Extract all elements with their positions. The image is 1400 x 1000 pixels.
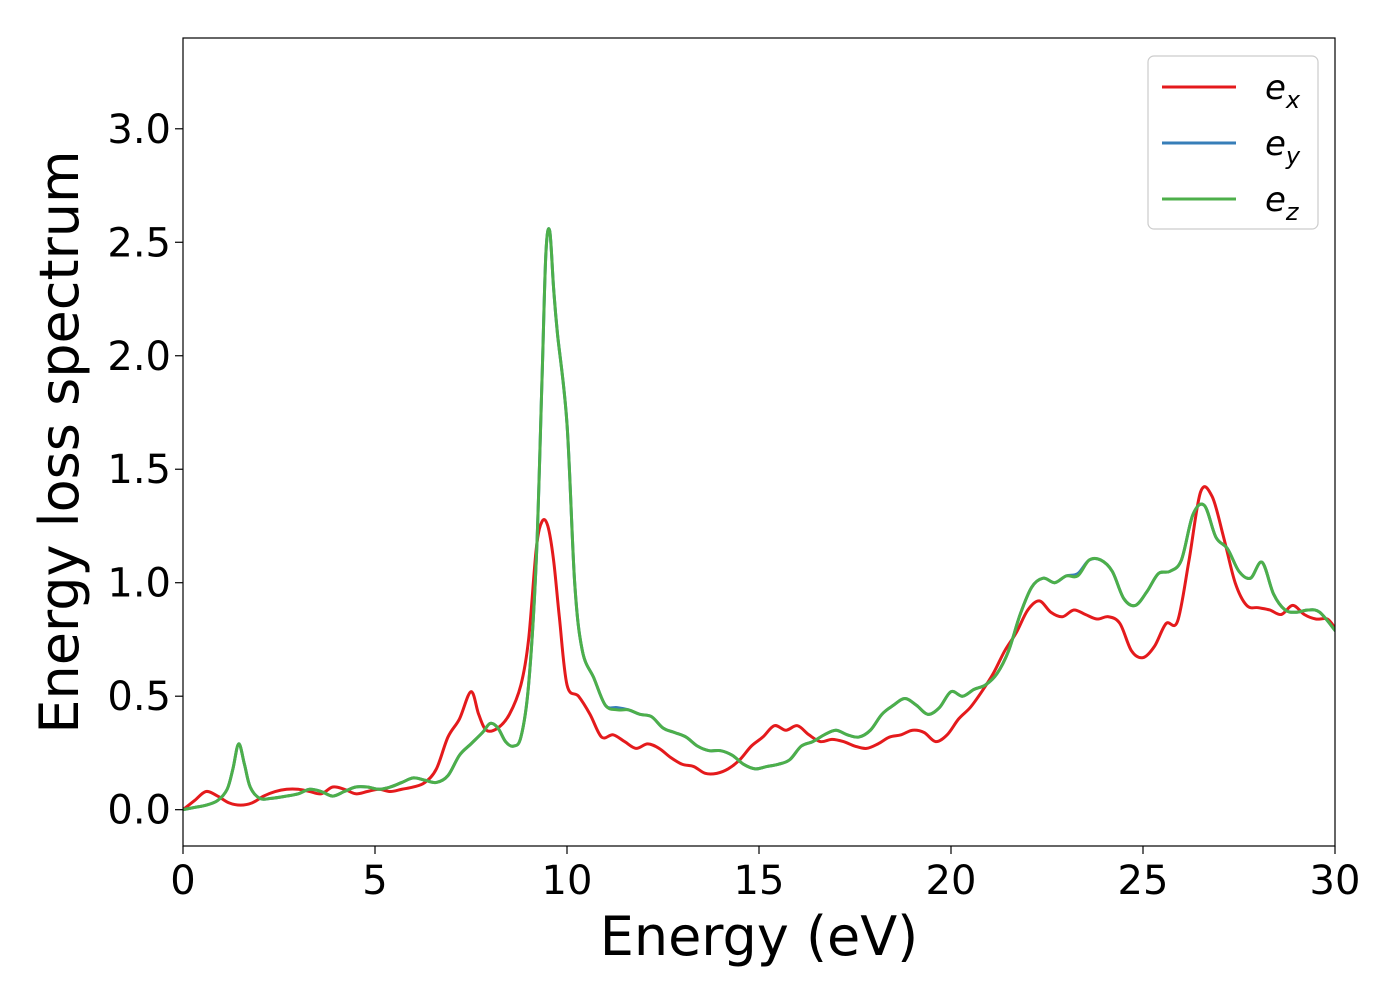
- y-axis: 0.0 0.5 1.0 1.5 2.0 2.5 3.0: [107, 107, 183, 834]
- y-tick-label: 0.0: [107, 788, 171, 834]
- y-tick-label: 2.5: [107, 220, 171, 266]
- y-tick-label: 0.5: [107, 674, 171, 720]
- x-tick-label: 30: [1310, 858, 1361, 904]
- x-axis-label: Energy (eV): [600, 905, 919, 968]
- y-tick-label: 1.0: [107, 561, 171, 607]
- legend-entry-y: ey: [1265, 124, 1301, 170]
- x-tick-label: 10: [542, 858, 593, 904]
- x-tick-label: 5: [362, 858, 387, 904]
- x-axis: 0 5 10 15 20 25 30: [170, 846, 1360, 904]
- x-tick-label: 20: [926, 858, 977, 904]
- x-tick-label: 0: [170, 858, 195, 904]
- legend: ex ey ez: [1147, 55, 1319, 230]
- y-axis-label: Energy loss spectrum: [28, 150, 91, 733]
- y-tick-label: 2.0: [107, 334, 171, 380]
- series-line-z: [183, 227, 1335, 812]
- y-tick-label: 3.0: [107, 107, 171, 153]
- legend-entry-x: ex: [1265, 68, 1301, 114]
- y-tick-label: 1.5: [107, 447, 171, 493]
- series-layer: [183, 227, 1335, 812]
- x-tick-label: 25: [1118, 858, 1169, 904]
- legend-entry-z: ez: [1265, 180, 1300, 226]
- x-tick-label: 15: [734, 858, 785, 904]
